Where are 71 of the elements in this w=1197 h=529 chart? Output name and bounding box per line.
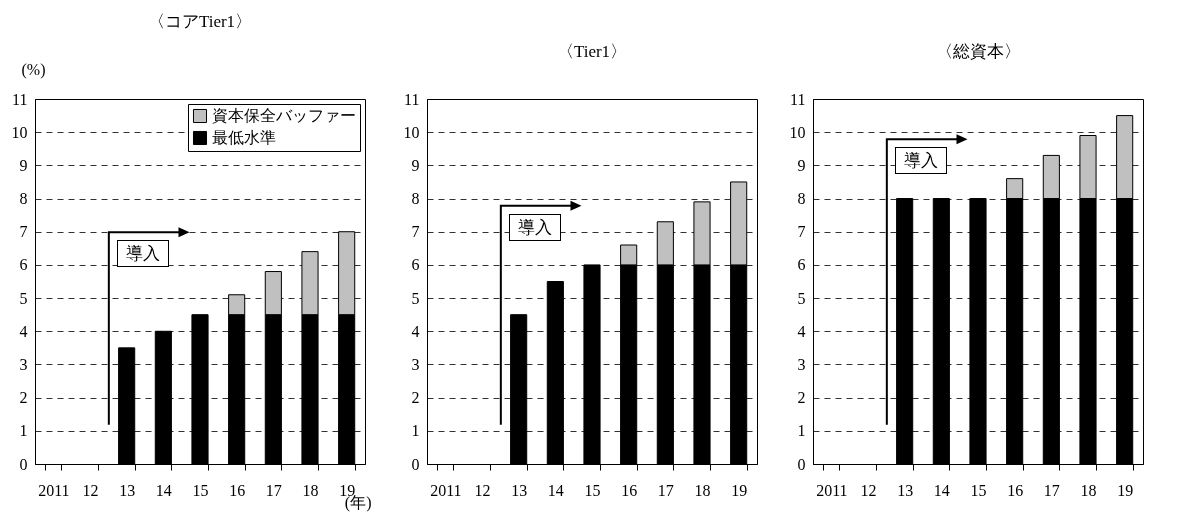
annotation: 導入 [116, 240, 169, 268]
y-tick-label: 0 [797, 455, 806, 473]
y-tick-label: 10 [11, 123, 28, 141]
x-tick-label: 16 [229, 481, 246, 499]
y-tick-label: 8 [19, 190, 28, 208]
y-tick-label: 2 [411, 389, 420, 407]
chart-title: 〈コアTier1〉 [147, 12, 253, 31]
annotation: 導入 [508, 213, 561, 241]
x-tick-label: 13 [897, 481, 914, 499]
x-tick-label: 16 [1007, 481, 1024, 499]
y-tick-label: 1 [797, 422, 806, 440]
y-tick-label: 6 [19, 256, 28, 274]
y-tick-label: 2 [19, 389, 28, 407]
x-tick-label: 18 [302, 481, 319, 499]
x-tick-label: 12 [474, 481, 491, 499]
legend-label: 資本保全バッファー [212, 107, 356, 124]
x-tick-label: 19 [731, 481, 748, 499]
x-tick-label: 2011 [430, 481, 462, 499]
y-tick-label: 3 [411, 355, 420, 373]
y-tick-label: 0 [19, 455, 28, 473]
y-tick-label: 8 [797, 190, 806, 208]
x-tick-label: 12 [82, 481, 99, 499]
x-tick-label: 19 [1117, 481, 1134, 499]
x-tick-label: 15 [970, 481, 987, 499]
chart-title: 〈総資本〉 [935, 42, 1021, 61]
x-tick-label: 14 [155, 481, 172, 499]
x-tick-label: 15 [192, 481, 209, 499]
x-tick-label: 14 [933, 481, 950, 499]
y-tick-label: 5 [411, 289, 420, 307]
y-tick-label: 8 [411, 190, 420, 208]
y-tick-label: 11 [12, 90, 28, 108]
legend-label: 最低水準 [212, 129, 276, 146]
y-tick-label: 1 [411, 422, 420, 440]
x-tick-label: 2011 [38, 481, 70, 499]
y-tick-label: 9 [411, 156, 420, 174]
x-tick-label: 17 [1043, 481, 1060, 499]
y-tick-label: 6 [411, 256, 420, 274]
y-tick-label: 11 [404, 90, 420, 108]
y-tick-label: 3 [19, 355, 28, 373]
x-tick-label: 15 [584, 481, 601, 499]
y-tick-label: 7 [411, 223, 420, 241]
x-tick-label: 18 [694, 481, 711, 499]
x-tick-label: 13 [511, 481, 528, 499]
y-tick-label: 10 [403, 123, 420, 141]
x-tick-label: 12 [860, 481, 877, 499]
y-tick-label: 7 [19, 223, 28, 241]
y-tick-label: 2 [797, 389, 806, 407]
y-tick-label: 10 [789, 123, 806, 141]
x-tick-label: 17 [265, 481, 282, 499]
y-tick-label: 6 [797, 256, 806, 274]
y-tick-label: 7 [797, 223, 806, 241]
annotation: 導入 [894, 147, 947, 175]
chart-title: 〈Tier1〉 [556, 42, 628, 61]
y-tick-label: 1 [19, 422, 28, 440]
y-tick-label: 9 [797, 156, 806, 174]
y-tick-label: 5 [797, 289, 806, 307]
x-tick-label: 16 [621, 481, 638, 499]
x-tick-label: 17 [657, 481, 674, 499]
y-tick-label: 4 [411, 322, 420, 340]
y-tick-label: 0 [411, 455, 420, 473]
x-tick-label: 2011 [816, 481, 848, 499]
y-tick-label: 4 [797, 322, 806, 340]
x-tick-label: 18 [1080, 481, 1097, 499]
y-tick-label: 11 [790, 90, 806, 108]
y-axis-title: (%) [21, 60, 46, 79]
y-tick-label: 4 [19, 322, 28, 340]
x-tick-label: 13 [119, 481, 136, 499]
y-tick-label: 3 [797, 355, 806, 373]
y-tick-label: 5 [19, 289, 28, 307]
y-tick-label: 9 [19, 156, 28, 174]
x-tick-label: 14 [547, 481, 564, 499]
